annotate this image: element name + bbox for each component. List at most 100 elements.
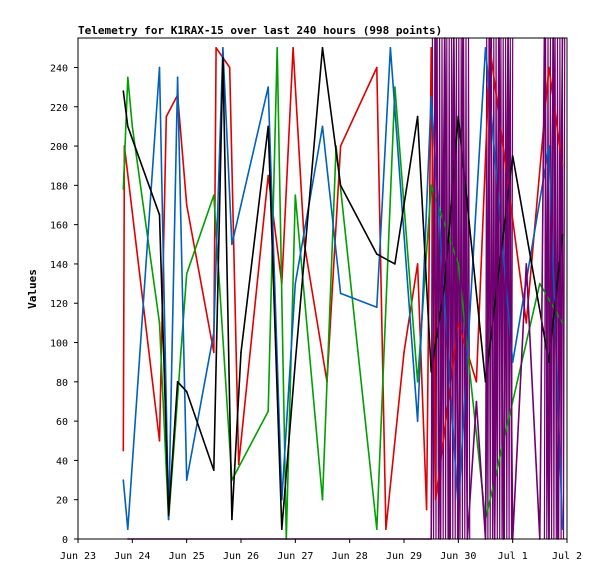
data-point: [457, 115, 460, 118]
data-point: [511, 155, 514, 157]
data-point: [122, 90, 125, 92]
data-point: [457, 263, 460, 265]
data-point: [561, 528, 564, 530]
data-point: [185, 390, 188, 393]
data-point: [176, 76, 179, 79]
data-point: [548, 361, 550, 364]
data-point: [222, 56, 224, 59]
x-tick-label: Jun 25: [169, 551, 205, 562]
data-point: [394, 263, 396, 265]
data-point: [281, 528, 283, 530]
data-point: [321, 47, 324, 49]
data-point: [294, 282, 297, 285]
y-tick-label: 0: [62, 535, 68, 546]
data-point: [561, 322, 564, 324]
data-point: [416, 115, 419, 118]
data-point: [213, 351, 215, 354]
x-tick-label: Jun 24: [114, 551, 150, 562]
data-point: [215, 47, 217, 49]
x-tick-label: Jun 30: [440, 551, 476, 562]
chart-title: Telemetry for K1RAX-15 over last 240 hou…: [78, 24, 442, 37]
x-tick-label: Jun 29: [386, 551, 422, 562]
data-point: [158, 214, 161, 216]
data-point: [185, 273, 188, 275]
data-point: [213, 194, 215, 196]
y-tick-label: 140: [50, 260, 68, 271]
data-point: [457, 322, 460, 324]
data-point: [228, 66, 231, 69]
data-point: [158, 66, 161, 69]
data-point: [127, 528, 129, 530]
data-point: [444, 282, 446, 285]
data-point: [185, 204, 188, 206]
y-tick-label: 180: [50, 181, 68, 192]
x-tick-label: Jul 2: [552, 551, 582, 562]
data-point: [416, 420, 419, 422]
data-point: [416, 381, 419, 383]
data-point: [231, 243, 233, 246]
data-point: [321, 498, 324, 501]
data-point: [122, 479, 125, 481]
y-tick-label: 240: [50, 63, 68, 74]
data-point: [430, 371, 433, 373]
data-point: [122, 188, 125, 191]
y-axis-label: Values: [26, 269, 39, 309]
data-point: [158, 322, 161, 324]
data-point: [339, 292, 342, 295]
data-point: [176, 381, 179, 383]
data-point: [539, 282, 541, 285]
data-point: [434, 498, 437, 501]
data-point: [158, 440, 161, 442]
data-point: [484, 47, 487, 49]
y-tick-label: 120: [50, 299, 68, 310]
data-point: [389, 47, 392, 49]
plot-area: [77, 37, 568, 540]
data-point: [339, 184, 342, 187]
x-tick-label: Jun 28: [332, 551, 368, 562]
y-tick-label: 220: [50, 103, 68, 114]
y-tick-label: 160: [50, 221, 68, 232]
x-tick-label: Jul 1: [498, 551, 528, 562]
x-tick-label: Jun 26: [223, 551, 259, 562]
data-point: [267, 86, 270, 88]
y-tick-label: 100: [50, 339, 68, 350]
x-tick-label: Jun 27: [277, 551, 313, 562]
y-tick-label: 20: [56, 496, 68, 507]
x-axis: Jun 23 Jun 24 Jun 25 Jun 26 Jun 27 Jun 28 Jun …: [60, 539, 582, 562]
data-point: [511, 400, 514, 403]
data-point: [484, 381, 487, 383]
data-point: [267, 125, 270, 128]
data-point: [475, 400, 478, 403]
data-point: [213, 469, 215, 472]
data-point: [339, 145, 342, 147]
data-point: [267, 174, 270, 177]
data-point: [376, 306, 378, 309]
data-point: [267, 410, 270, 413]
data-point: [294, 194, 297, 196]
data-point: [167, 518, 170, 521]
data-point: [385, 528, 387, 530]
y-axis: 0 20 40 60 80 100 120 140 160 180 200 220 240: [50, 63, 78, 546]
x-tick-label: Jun 23: [60, 551, 96, 562]
data-point: [475, 381, 478, 383]
data-point: [430, 184, 433, 187]
y-tick-label: 40: [56, 456, 68, 467]
data-point: [292, 47, 294, 49]
data-point: [127, 125, 129, 128]
data-point: [376, 66, 378, 69]
data-point: [548, 145, 550, 147]
data-point: [222, 47, 224, 49]
y-tick-label: 200: [50, 142, 68, 153]
data-point: [127, 76, 129, 79]
data-point: [416, 263, 419, 265]
data-point: [376, 528, 378, 530]
data-point: [425, 508, 428, 511]
data-point: [213, 331, 215, 334]
data-point: [276, 47, 279, 49]
plot-frame: [77, 37, 568, 540]
y-tick-label: 60: [56, 417, 68, 428]
data-point: [167, 514, 170, 517]
data-point: [237, 463, 240, 466]
